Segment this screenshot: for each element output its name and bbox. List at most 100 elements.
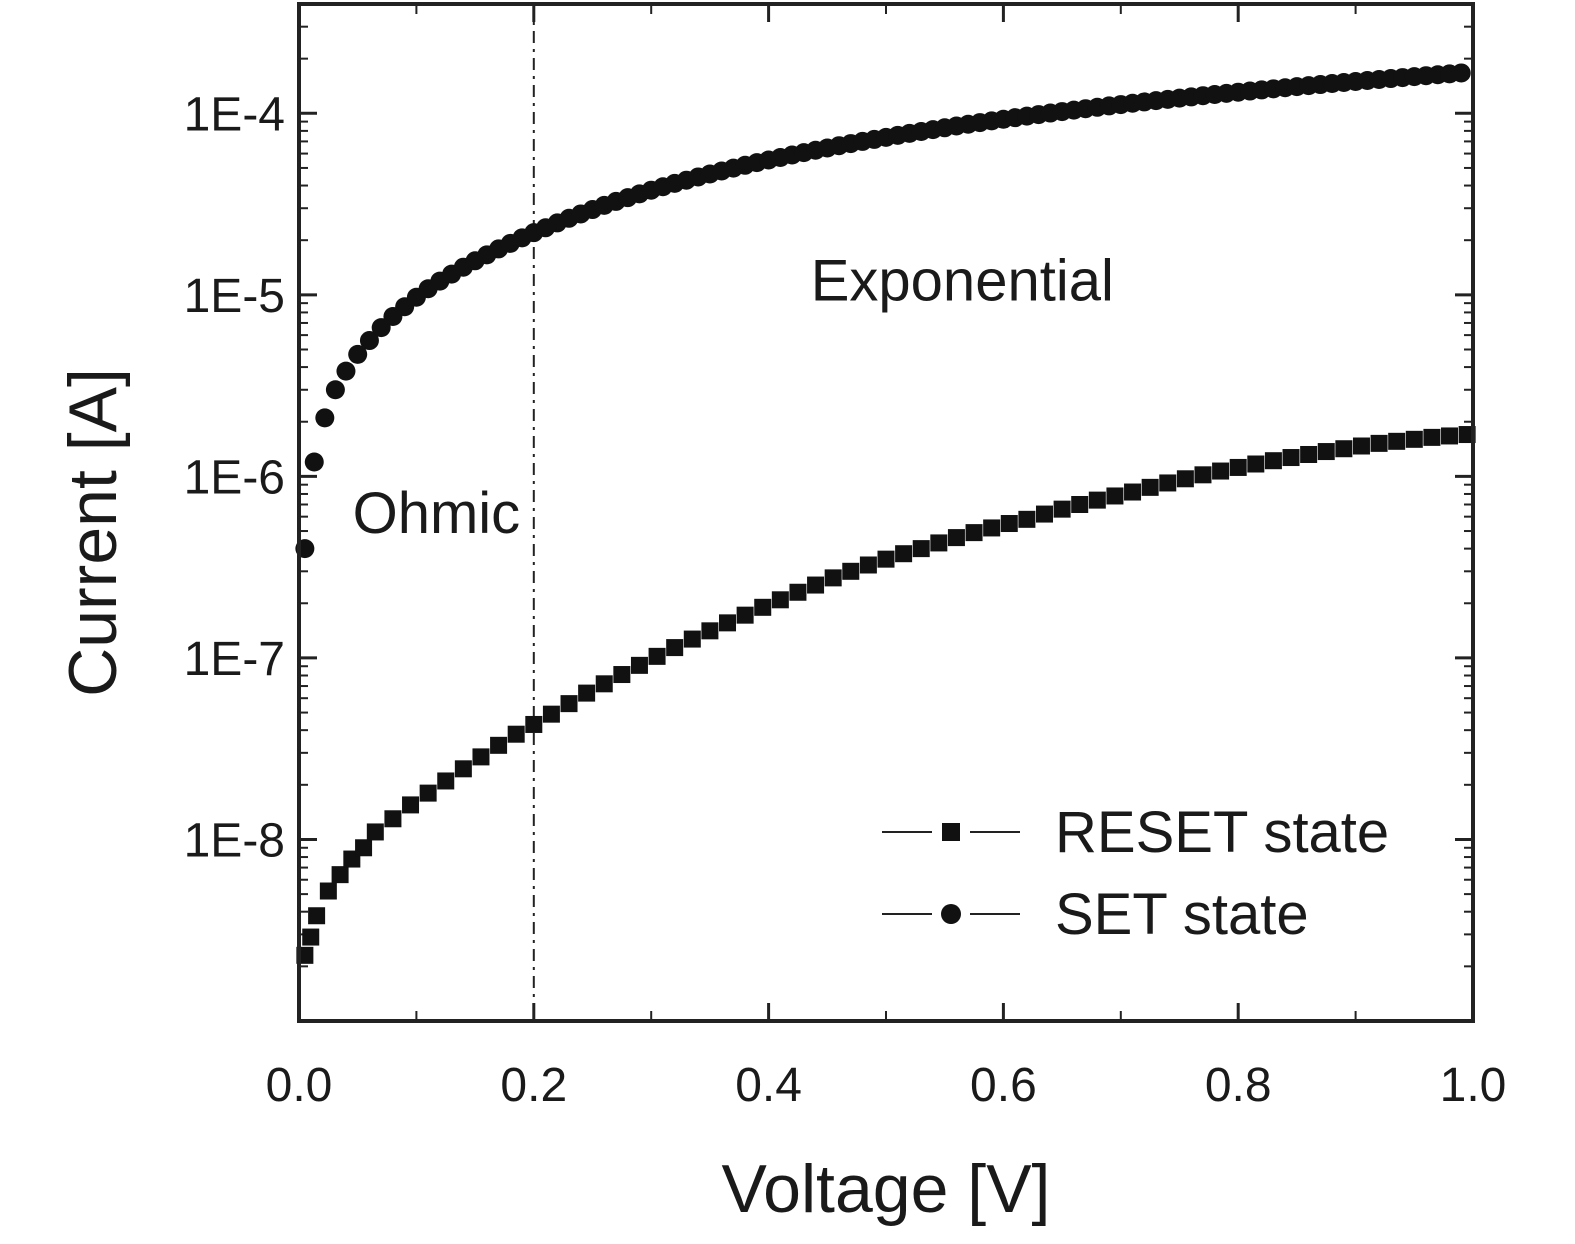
set-point — [336, 361, 356, 381]
reset-point — [1124, 483, 1142, 501]
reset-point — [842, 562, 860, 580]
reset-point — [754, 598, 772, 616]
legend-marker-square — [942, 823, 960, 841]
ohmic-region-label: Ohmic — [353, 481, 521, 546]
plot-frame — [297, 2, 1475, 1023]
set-point — [348, 344, 368, 364]
reset-point — [983, 519, 1001, 537]
reset-point — [895, 545, 913, 563]
y-tick-label: 1E-5 — [184, 270, 285, 323]
reset-point — [1106, 487, 1124, 505]
reset-point — [331, 866, 349, 884]
reset-point — [472, 748, 490, 766]
reset-point — [859, 556, 877, 574]
reset-point — [507, 725, 525, 743]
reset-point — [824, 569, 842, 587]
reset-point — [1053, 500, 1071, 518]
set-state-series — [295, 63, 1471, 559]
major-ticks — [297, 4, 1475, 1021]
reset-point — [595, 675, 613, 693]
set-point — [359, 331, 379, 351]
reset-point — [701, 622, 719, 640]
reset-point — [930, 534, 948, 552]
legend-entry-reset: RESET state — [882, 800, 1389, 865]
reset-point — [1300, 445, 1318, 463]
reset-point — [1018, 510, 1036, 528]
reset-point — [1159, 474, 1177, 492]
reset-point — [384, 810, 402, 828]
reset-point — [1141, 478, 1159, 496]
reset-point — [947, 529, 965, 547]
reset-point — [1000, 515, 1018, 533]
x-axis-title: Voltage [V] — [722, 1151, 1051, 1227]
legend-label-set: SET state — [1055, 882, 1309, 947]
reset-point — [877, 550, 895, 568]
reset-point — [648, 647, 666, 665]
reset-point — [308, 907, 326, 925]
reset-point — [355, 839, 373, 857]
reset-point — [1370, 434, 1388, 452]
x-tick-label: 0.0 — [266, 1059, 333, 1112]
reset-point — [719, 614, 737, 632]
x-tick-label: 0.2 — [500, 1059, 567, 1112]
y-axis-title: Current [A] — [55, 368, 131, 697]
x-tick-label: 0.8 — [1205, 1059, 1272, 1112]
reset-point — [542, 705, 560, 723]
reset-point — [1388, 432, 1406, 450]
reset-point — [437, 772, 455, 790]
reset-point — [1264, 452, 1282, 470]
reset-point — [683, 630, 701, 648]
reset-point — [1282, 449, 1300, 467]
y-tick-label: 1E-7 — [184, 633, 285, 686]
reset-point — [789, 583, 807, 601]
set-point — [304, 452, 324, 472]
reset-point — [912, 540, 930, 558]
reset-point — [525, 715, 543, 733]
reset-point — [666, 639, 684, 657]
x-tick-label: 1.0 — [1440, 1059, 1507, 1112]
reset-point — [1405, 430, 1423, 448]
reset-point — [419, 784, 437, 802]
reset-point — [1335, 440, 1353, 458]
set-point — [325, 380, 345, 400]
reset-point — [1212, 462, 1230, 480]
reset-point — [1317, 443, 1335, 461]
reset-point — [1176, 470, 1194, 488]
reset-point — [1229, 458, 1247, 476]
set-point — [1451, 63, 1471, 83]
y-tick-label: 1E-8 — [184, 814, 285, 867]
reset-point — [736, 606, 754, 624]
reset-point — [613, 666, 631, 684]
reset-point — [560, 695, 578, 713]
x-tick-label: 0.6 — [970, 1059, 1037, 1112]
reset-point — [771, 591, 789, 609]
legend-marker-circle — [941, 904, 961, 924]
reset-point — [1247, 455, 1265, 473]
legend-entry-set: SET state — [882, 882, 1309, 947]
reset-point — [807, 576, 825, 594]
reset-point — [630, 656, 648, 674]
reset-point — [1088, 491, 1106, 509]
legend: RESET state SET state — [882, 800, 1389, 947]
reset-point — [965, 524, 983, 542]
y-tick-labels: 1E-8 1E-7 1E-6 1E-5 1E-4 — [184, 88, 285, 867]
reset-point — [366, 823, 384, 841]
y-tick-label: 1E-6 — [184, 451, 285, 504]
reset-point — [1352, 437, 1370, 455]
exponential-region-label: Exponential — [811, 248, 1114, 313]
reset-point — [1423, 428, 1441, 446]
x-tick-labels: 0.0 0.2 0.4 0.6 0.8 1.0 — [266, 1059, 1507, 1112]
reset-point — [490, 736, 508, 754]
reset-point — [1035, 505, 1053, 523]
reset-point — [319, 882, 337, 900]
x-tick-label: 0.4 — [735, 1059, 802, 1112]
reset-point — [578, 684, 596, 702]
reset-point — [1441, 427, 1459, 445]
legend-label-reset: RESET state — [1055, 800, 1389, 865]
y-tick-label: 1E-4 — [184, 88, 285, 141]
reset-point — [1194, 466, 1212, 484]
reset-point — [454, 760, 472, 778]
reset-point — [1071, 495, 1089, 513]
